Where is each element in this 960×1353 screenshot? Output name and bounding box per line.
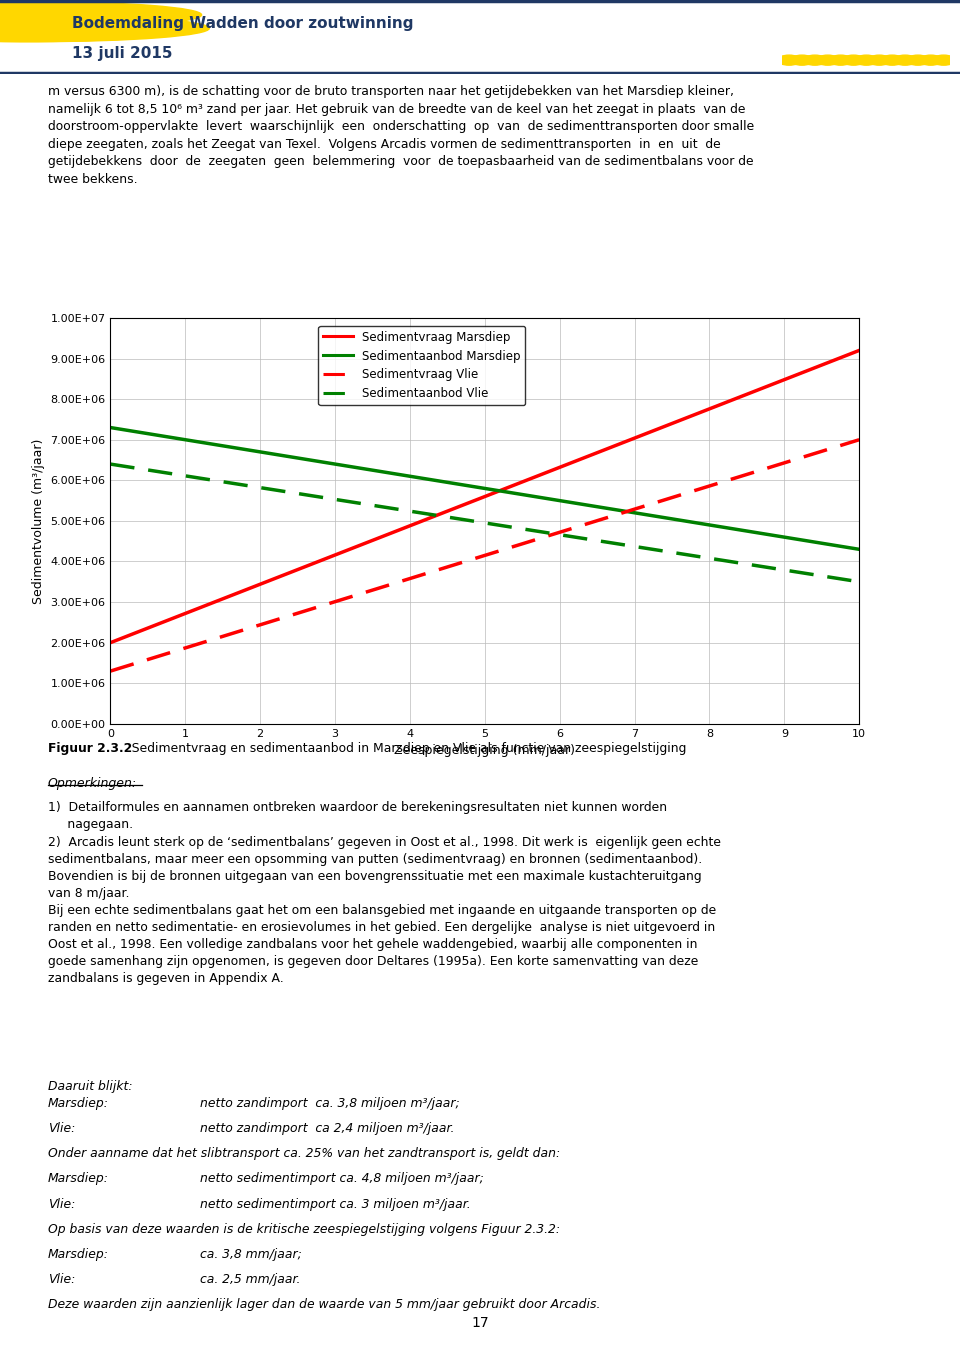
Circle shape	[919, 55, 943, 65]
Circle shape	[816, 55, 839, 65]
Circle shape	[868, 55, 891, 65]
Text: Sedimentvraag en sedimentaanbod in Marsdiep en Vlie als functie van zeespiegelst: Sedimentvraag en sedimentaanbod in Marsd…	[120, 741, 686, 755]
Text: Vlie:: Vlie:	[48, 1197, 75, 1211]
Text: 17: 17	[471, 1315, 489, 1330]
Legend: Sedimentvraag Marsdiep, Sedimentaanbod Marsdiep, Sedimentvraag Vlie, Sedimentaan: Sedimentvraag Marsdiep, Sedimentaanbod M…	[319, 326, 525, 405]
Circle shape	[828, 55, 852, 65]
Text: ca. 2,5 mm/jaar.: ca. 2,5 mm/jaar.	[200, 1273, 300, 1287]
Text: Deze waarden zijn aanzienlijk lager dan de waarde van 5 mm/jaar gebruikt door Ar: Deze waarden zijn aanzienlijk lager dan …	[48, 1299, 600, 1311]
Text: ca. 3,8 mm/jaar;: ca. 3,8 mm/jaar;	[200, 1247, 301, 1261]
Text: Onder aanname dat het slibtransport ca. 25% van het zandtransport is, geldt dan:: Onder aanname dat het slibtransport ca. …	[48, 1147, 560, 1160]
Circle shape	[842, 55, 865, 65]
Text: 13 juli 2015: 13 juli 2015	[72, 46, 173, 61]
Circle shape	[0, 15, 194, 42]
Text: Marsdiep:: Marsdiep:	[48, 1247, 108, 1261]
Text: netto zandimport  ca 2,4 miljoen m³/jaar.: netto zandimport ca 2,4 miljoen m³/jaar.	[200, 1122, 454, 1135]
Text: Figuur 2.3.2: Figuur 2.3.2	[48, 741, 132, 755]
Text: Vlie:: Vlie:	[48, 1273, 75, 1287]
X-axis label: Zeespiegelstijging (mm/jaar): Zeespiegelstijging (mm/jaar)	[395, 744, 575, 758]
Text: Op basis van deze waarden is de kritische zeespiegelstijging volgens Figuur 2.3.: Op basis van deze waarden is de kritisch…	[48, 1223, 560, 1235]
Text: Daaruit blijkt:: Daaruit blijkt:	[48, 1080, 132, 1093]
Text: m versus 6300 m), is de schatting voor de bruto transporten naar het getijdebekk: m versus 6300 m), is de schatting voor d…	[48, 85, 755, 185]
Circle shape	[790, 55, 814, 65]
Text: netto sedimentimport ca. 3 miljoen m³/jaar.: netto sedimentimport ca. 3 miljoen m³/ja…	[200, 1197, 470, 1211]
Text: Opmerkingen:: Opmerkingen:	[48, 777, 137, 790]
Circle shape	[778, 55, 801, 65]
Text: Marsdiep:: Marsdiep:	[48, 1097, 108, 1109]
Text: Bodemdaling Wadden door zoutwinning: Bodemdaling Wadden door zoutwinning	[72, 16, 414, 31]
Text: 1)  Detailformules en aannamen ontbreken waardoor de berekeningsresultaten niet : 1) Detailformules en aannamen ontbreken …	[48, 801, 667, 831]
Text: Vlie:: Vlie:	[48, 1122, 75, 1135]
Y-axis label: Sedimentvolume (m³/jaar): Sedimentvolume (m³/jaar)	[32, 438, 45, 603]
Circle shape	[0, 1, 202, 28]
Circle shape	[932, 55, 955, 65]
Circle shape	[906, 55, 929, 65]
Circle shape	[804, 55, 827, 65]
Circle shape	[880, 55, 904, 65]
Circle shape	[893, 55, 917, 65]
Text: www.leovanrijn-sediment.com: www.leovanrijn-sediment.com	[816, 26, 917, 31]
Text: 2)  Arcadis leunt sterk op de ‘sedimentbalans’ gegeven in Oost et al., 1998. Dit: 2) Arcadis leunt sterk op de ‘sedimentba…	[48, 836, 721, 985]
Text: netto sedimentimport ca. 4,8 miljoen m³/jaar;: netto sedimentimport ca. 4,8 miljoen m³/…	[200, 1172, 484, 1185]
Text: netto zandimport  ca. 3,8 miljoen m³/jaar;: netto zandimport ca. 3,8 miljoen m³/jaar…	[200, 1097, 460, 1109]
Circle shape	[854, 55, 878, 65]
Text: Marsdiep:: Marsdiep:	[48, 1172, 108, 1185]
Circle shape	[0, 15, 209, 42]
